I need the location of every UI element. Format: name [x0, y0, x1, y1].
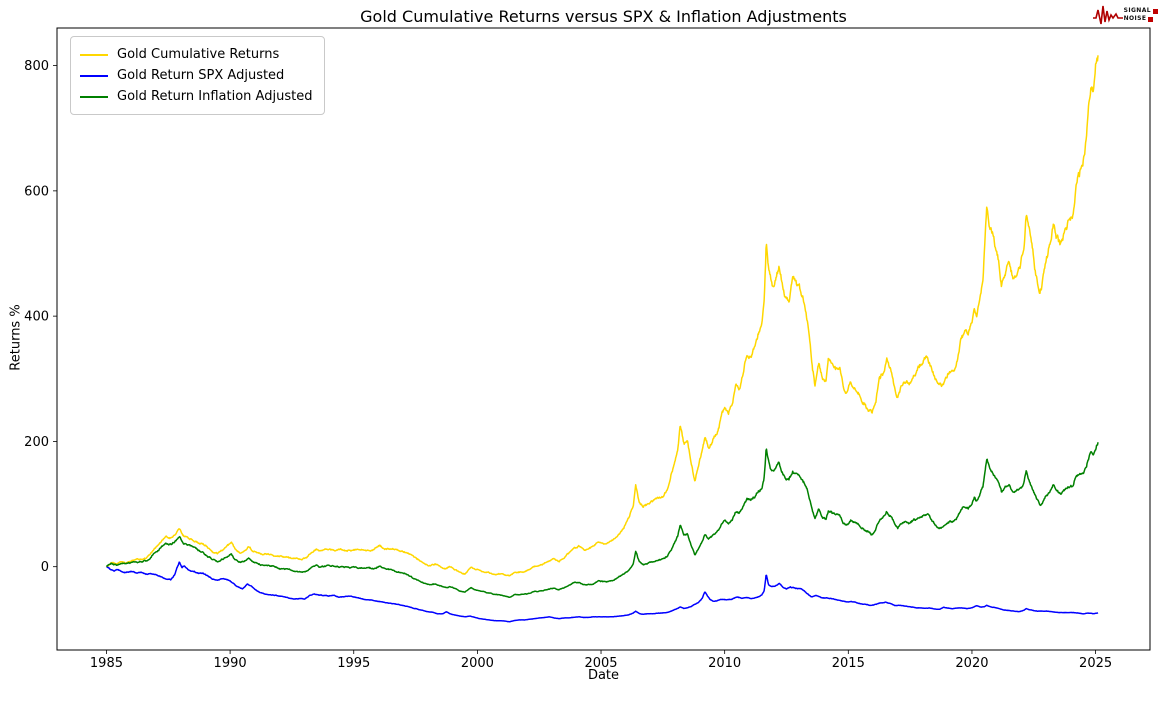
legend: Gold Cumulative Returns Gold Return SPX …	[70, 36, 326, 115]
y-tick-label: 800	[24, 59, 49, 74]
logo-text-top: SIGNAL	[1123, 7, 1151, 14]
logo-row-bottom: NOISE	[1124, 15, 1158, 23]
legend-label: Gold Cumulative Returns	[117, 47, 280, 62]
x-tick-label: 1990	[214, 656, 247, 671]
legend-item: Gold Return SPX Adjusted	[80, 65, 312, 86]
x-tick-label: 1985	[90, 656, 123, 671]
legend-line-green	[80, 95, 108, 98]
legend-label: Gold Return Inflation Adjusted	[117, 89, 313, 104]
logo-text: SIGNAL NOISE	[1124, 7, 1158, 23]
logo-red-square-bottom	[1148, 16, 1154, 22]
x-axis-label: Date	[587, 668, 620, 683]
y-axis-label: Returns %	[8, 304, 24, 371]
series-line-1	[105, 55, 1099, 577]
logo-row-top: SIGNAL	[1124, 7, 1158, 15]
series-line-2	[106, 561, 1099, 623]
y-tick-label: 400	[24, 310, 49, 325]
chart-title: Gold Cumulative Returns versus SPX & Inf…	[360, 7, 847, 26]
x-tick-label: 2025	[1079, 656, 1112, 671]
legend-line-blue	[80, 74, 108, 77]
y-tick-label: 0	[41, 560, 49, 575]
legend-item: Gold Return Inflation Adjusted	[80, 86, 312, 107]
series-line-3	[105, 442, 1099, 599]
waveform-icon	[1092, 5, 1123, 25]
x-tick-label: 2010	[708, 656, 741, 671]
legend-label: Gold Return SPX Adjusted	[117, 68, 285, 83]
y-tick-label: 200	[24, 435, 49, 450]
plot-frame	[56, 27, 1151, 651]
logo-text-bottom: NOISE	[1123, 15, 1147, 22]
y-tick-label: 600	[24, 184, 49, 199]
logo-red-square-top	[1153, 8, 1158, 14]
x-tick-label: 2005	[584, 656, 617, 671]
x-tick-label: 2020	[955, 656, 988, 671]
legend-line-gold	[80, 53, 108, 56]
x-tick-label: 2015	[832, 656, 865, 671]
brand-logo: SIGNAL NOISE	[1092, 3, 1158, 27]
x-tick-label: 1995	[337, 656, 370, 671]
legend-item: Gold Cumulative Returns	[80, 44, 312, 65]
x-tick-label: 2000	[461, 656, 494, 671]
